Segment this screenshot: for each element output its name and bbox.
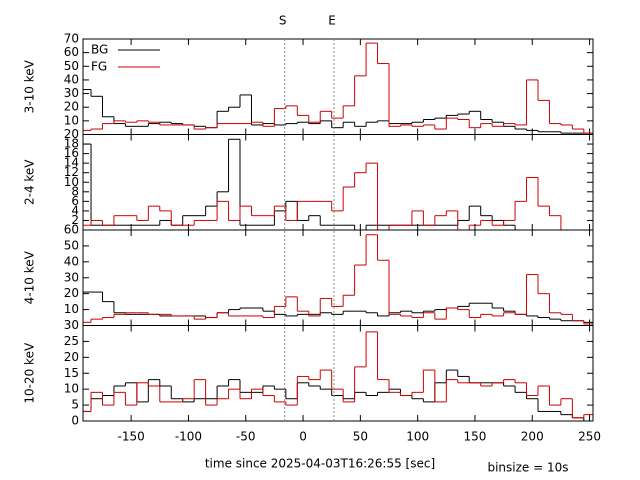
- y-tick-label: 40: [64, 72, 79, 86]
- y-tick-label: 10: [64, 175, 79, 189]
- y-tick-label: 30: [64, 270, 79, 284]
- x-tick-label: -100: [175, 430, 202, 444]
- x-tick-label: 50: [353, 430, 368, 444]
- y-tick-label: 30: [64, 318, 79, 332]
- y-tick-label: 60: [64, 223, 79, 237]
- legend-label: FG: [91, 60, 107, 74]
- y-tick-label: 70: [64, 32, 79, 46]
- y-tick-label: 10: [64, 302, 79, 316]
- x-tick-label: 200: [521, 430, 544, 444]
- y-tick-label: 50: [64, 238, 79, 252]
- binsize-note: binsize = 10s: [487, 461, 568, 475]
- y-axis-label: 4-10 keV: [23, 250, 37, 304]
- y-tick-label: 60: [64, 45, 79, 59]
- marker-label: S: [279, 14, 287, 28]
- x-axis-label: time since 2025-04-03T16:26:55 [sec]: [205, 457, 435, 471]
- legend-label: BG: [91, 43, 108, 57]
- x-tick-label: 150: [464, 430, 487, 444]
- panel-frame: [82, 38, 594, 135]
- x-tick-label: -150: [118, 430, 145, 444]
- y-tick-label: 15: [64, 366, 79, 380]
- y-tick-label: 14: [64, 156, 79, 170]
- x-tick-label: 100: [406, 430, 429, 444]
- y-tick-label: 50: [64, 59, 79, 73]
- y-tick-label: 25: [64, 334, 79, 348]
- y-tick-label: 12: [64, 165, 79, 179]
- y-tick-label: 2: [71, 213, 79, 227]
- panel-frame: [82, 229, 594, 326]
- y-tick-label: 16: [64, 146, 79, 160]
- panel-frame: [82, 325, 594, 422]
- y-tick-label: 20: [64, 100, 79, 114]
- y-tick-label: 8: [71, 184, 79, 198]
- y-tick-label: 6: [71, 194, 79, 208]
- y-tick-label: 18: [64, 137, 79, 151]
- y-axis-label: 3-10 keV: [23, 59, 37, 113]
- y-axis-label: 10-20 keV: [23, 342, 37, 404]
- y-tick-label: 40: [64, 254, 79, 268]
- y-tick-label: 20: [64, 350, 79, 364]
- y-tick-label: 30: [64, 86, 79, 100]
- y-tick-label: 5: [71, 398, 79, 412]
- y-tick-label: 20: [64, 127, 79, 141]
- y-tick-label: 20: [64, 286, 79, 300]
- y-tick-label: 4: [71, 203, 79, 217]
- panel-frame: [82, 134, 594, 231]
- y-tick-label: 10: [64, 382, 79, 396]
- plot-area: [83, 42, 593, 421]
- x-tick-label: 250: [578, 430, 601, 444]
- y-tick-label: 0: [71, 414, 79, 428]
- x-tick-label: 0: [299, 430, 307, 444]
- y-tick-label: 10: [64, 113, 79, 127]
- x-tick-label: -50: [236, 430, 256, 444]
- y-axis-label: 2-4 keV: [23, 159, 37, 205]
- marker-label: E: [328, 14, 336, 28]
